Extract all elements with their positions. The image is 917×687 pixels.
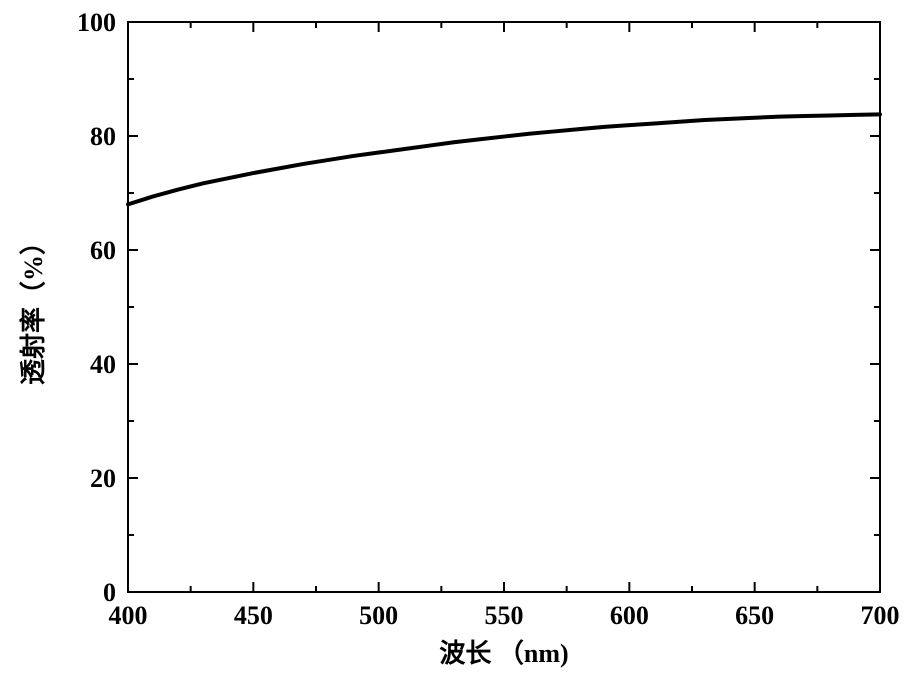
x-tick-label: 650: [735, 601, 774, 630]
y-tick-label: 80: [90, 122, 116, 151]
chart-container: 400450500550600650700020406080100波长 （nm)…: [0, 0, 917, 687]
y-tick-label: 0: [103, 578, 116, 607]
line-chart: 400450500550600650700020406080100波长 （nm)…: [0, 0, 917, 687]
chart-background: [0, 0, 917, 687]
x-tick-label: 600: [610, 601, 649, 630]
x-tick-label: 500: [359, 601, 398, 630]
y-axis-title: 透射率（%）: [18, 229, 48, 385]
y-tick-label: 40: [90, 350, 116, 379]
y-tick-label: 100: [77, 8, 116, 37]
x-tick-label: 550: [485, 601, 524, 630]
x-tick-label: 700: [861, 601, 900, 630]
y-tick-label: 60: [90, 236, 116, 265]
x-tick-label: 450: [234, 601, 273, 630]
x-axis-title: 波长 （nm): [439, 639, 568, 668]
y-tick-label: 20: [90, 464, 116, 493]
